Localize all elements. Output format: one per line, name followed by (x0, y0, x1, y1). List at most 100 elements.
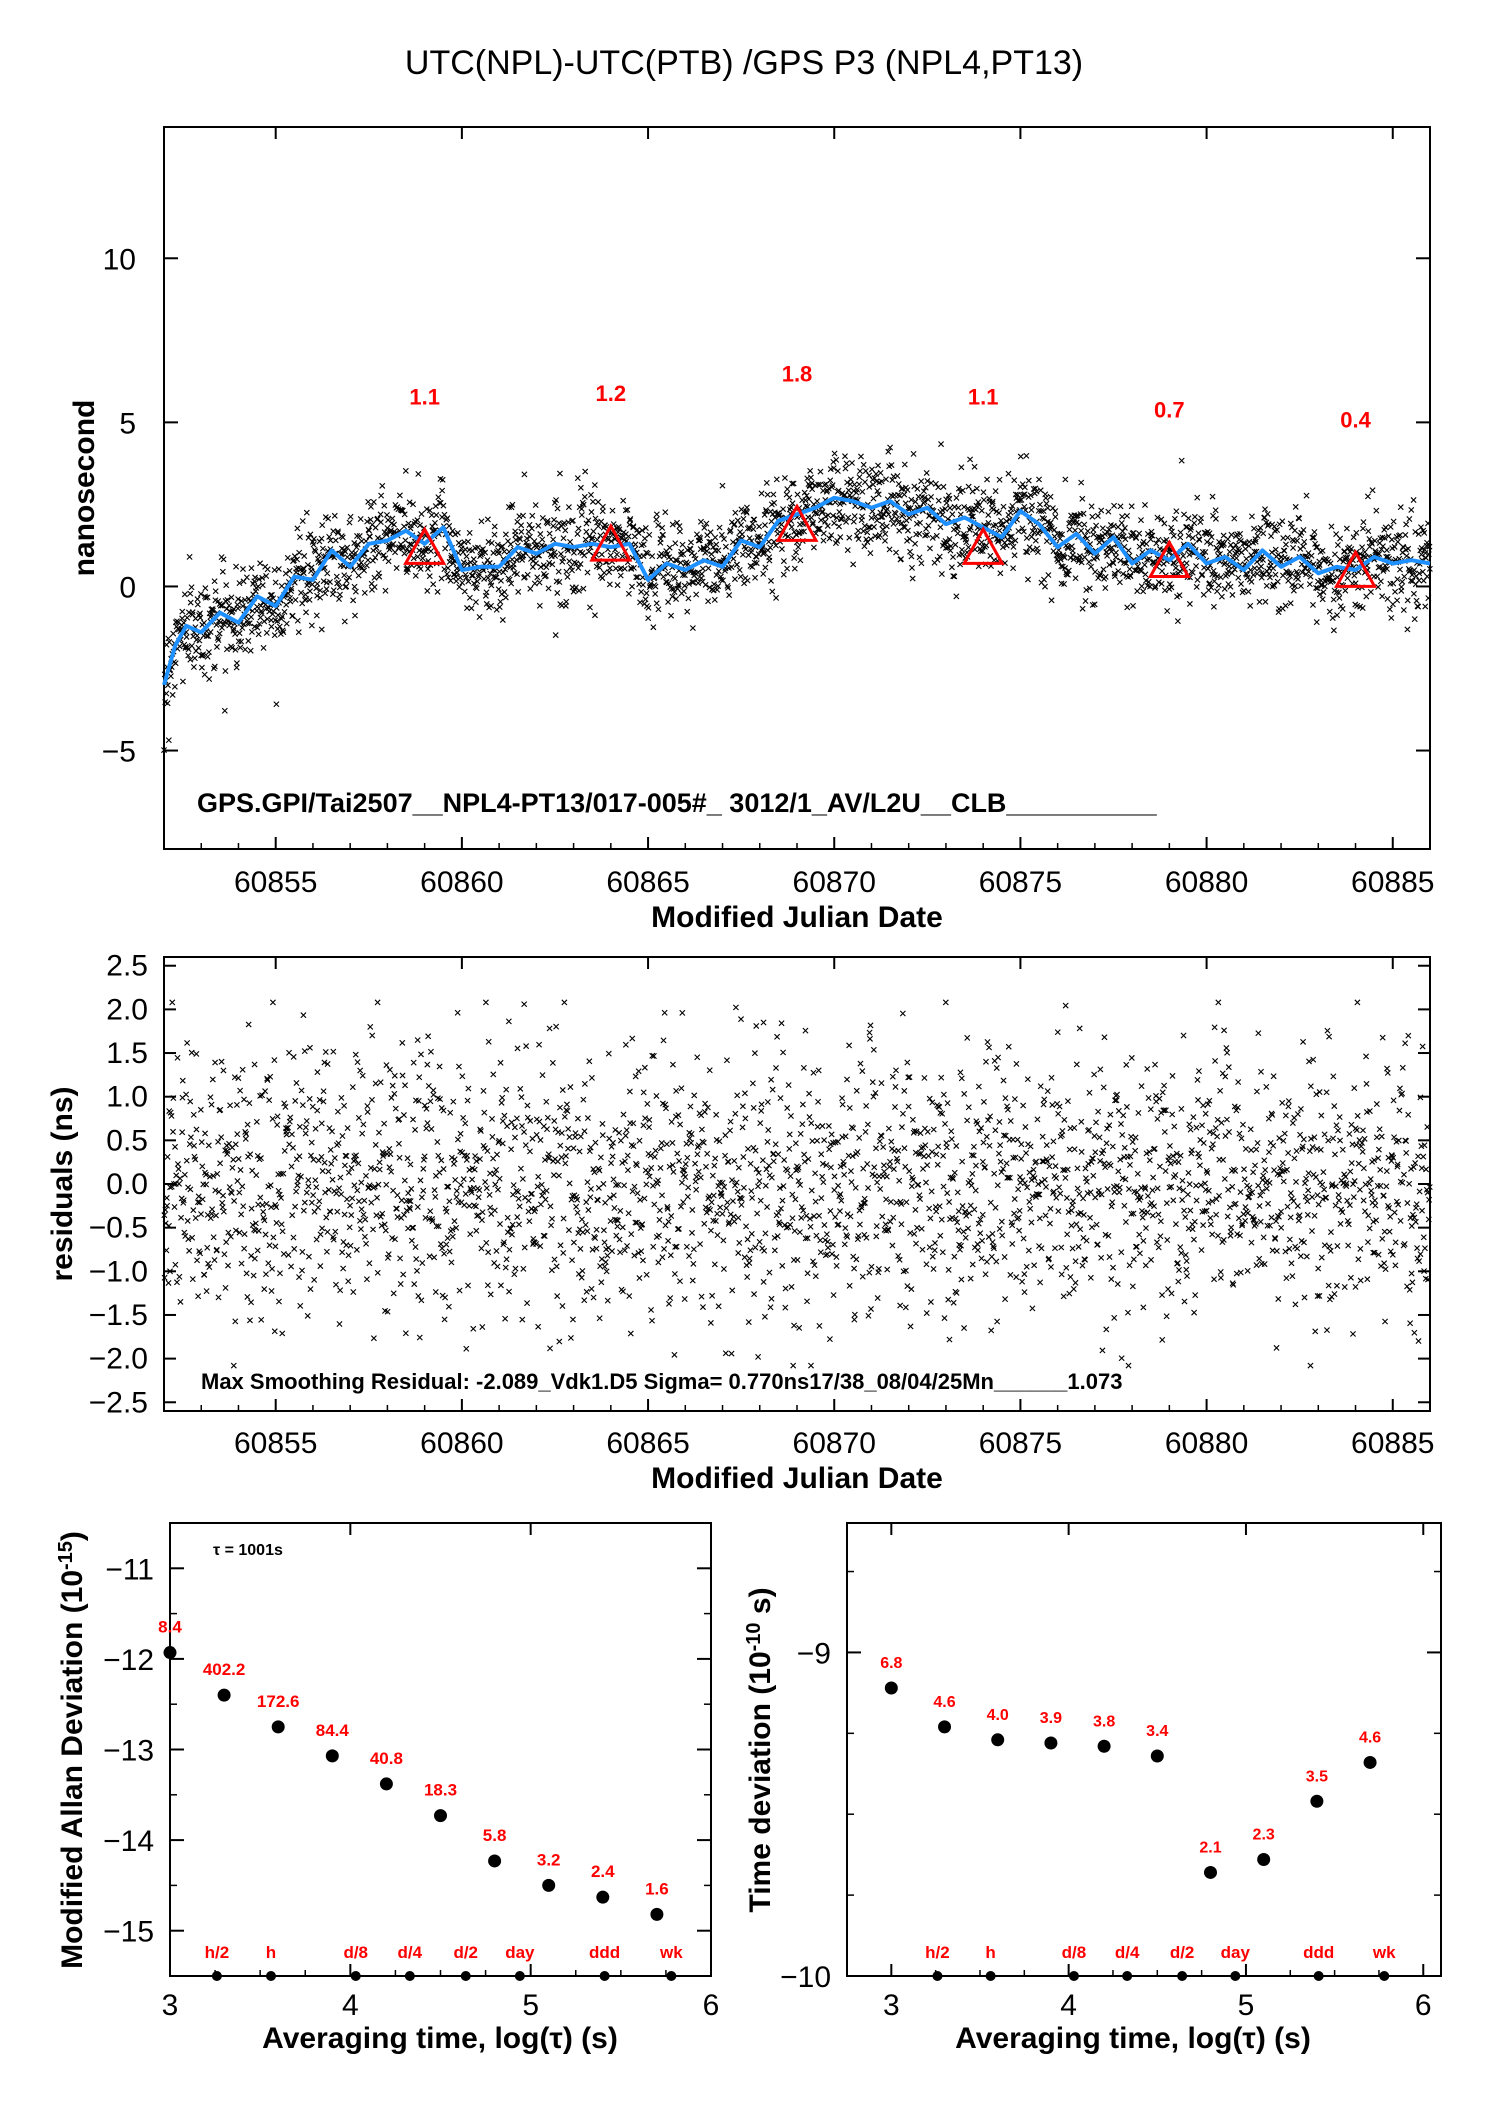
data-point (693, 591, 700, 598)
y-tick-label: 0.0 (106, 1168, 148, 1201)
residual-point (619, 1224, 626, 1231)
residual-point (940, 1152, 947, 1159)
residual-point (357, 1067, 364, 1074)
residual-point (617, 1137, 624, 1144)
residual-point (1040, 1101, 1047, 1108)
residual-point (333, 1190, 340, 1197)
residual-point (892, 1083, 899, 1090)
residual-point (864, 1121, 871, 1128)
residual-point (607, 1218, 614, 1225)
data-point (518, 528, 525, 535)
residual-point (584, 1115, 591, 1122)
data-point (614, 582, 621, 589)
data-point (814, 510, 821, 517)
residual-point (970, 1143, 977, 1150)
residual-point (177, 1298, 184, 1305)
data-point (861, 543, 868, 550)
residual-point (483, 1185, 490, 1192)
residual-point (749, 1194, 756, 1201)
residual-point (1226, 1128, 1233, 1135)
residual-point (361, 1197, 368, 1204)
data-point (194, 601, 201, 608)
residual-point (986, 1142, 993, 1149)
y-tick-label: 0.5 (106, 1124, 148, 1157)
residual-point (825, 1122, 832, 1129)
data-point (916, 530, 923, 537)
residual-point (312, 1177, 319, 1184)
residual-point (473, 1227, 480, 1234)
residual-point (502, 1264, 509, 1271)
data-point (552, 552, 559, 559)
residual-point (604, 1297, 611, 1304)
data-point (526, 521, 533, 528)
residual-point (641, 1195, 648, 1202)
residual-point (1146, 1157, 1153, 1164)
residual-point (1104, 1186, 1111, 1193)
residual-point (961, 1325, 968, 1332)
data-point (856, 481, 863, 488)
data-point (367, 516, 374, 523)
residual-point (215, 1294, 222, 1301)
data-point (697, 518, 704, 525)
data-point (679, 541, 686, 548)
data-point (629, 583, 635, 590)
residual-point (290, 1053, 297, 1060)
residual-point (992, 1127, 999, 1134)
data-point (473, 585, 480, 592)
data-point (1247, 602, 1254, 609)
residual-point (306, 1044, 313, 1051)
residual-point (554, 1293, 561, 1300)
residual-point (626, 1088, 633, 1095)
data-point (583, 520, 590, 527)
residual-point (565, 1145, 572, 1152)
data-point (502, 531, 509, 538)
residual-point (1142, 1262, 1149, 1269)
residual-point (410, 1059, 417, 1066)
data-point (789, 480, 796, 487)
residual-point (775, 1151, 782, 1158)
data-point (1309, 601, 1316, 608)
data-point (375, 549, 382, 556)
residual-point (890, 1214, 897, 1221)
residual-point (1098, 1254, 1105, 1261)
data-point (719, 482, 726, 489)
data-point (1116, 579, 1123, 586)
residual-point (997, 1142, 1004, 1149)
residual-point (400, 1112, 407, 1119)
data-point (608, 538, 615, 545)
data-point (834, 468, 841, 474)
residual-point (335, 1140, 342, 1147)
residual-point (709, 1172, 716, 1179)
data-point (354, 532, 361, 539)
residual-point (522, 1142, 529, 1149)
residual-point (1126, 1161, 1133, 1168)
residual-point (1217, 1274, 1224, 1281)
residual-point (456, 1287, 463, 1294)
residual-point (1101, 1034, 1108, 1041)
data-point (439, 487, 446, 494)
data-point (662, 509, 669, 516)
data-point (1235, 574, 1242, 581)
residual-point (830, 1292, 837, 1299)
data-point (673, 557, 680, 564)
residual-point (427, 1048, 434, 1055)
data-point (314, 592, 321, 599)
data-point (1262, 598, 1269, 605)
data-point (358, 559, 365, 566)
data-point (658, 550, 665, 557)
residual-point (457, 1181, 464, 1188)
residual-point (427, 1098, 434, 1105)
data-point (1044, 504, 1051, 511)
data-point (342, 548, 349, 555)
residual-point (493, 1166, 500, 1173)
data-point (195, 644, 202, 651)
residual-point (288, 1263, 295, 1270)
residual-point (641, 1064, 648, 1071)
residual-point (220, 1192, 227, 1199)
residual-point (802, 1027, 809, 1034)
data-point (801, 528, 808, 535)
residual-point (246, 1100, 253, 1107)
data-point (1174, 618, 1181, 625)
data-point (1413, 597, 1420, 604)
residual-point (1088, 1224, 1095, 1231)
